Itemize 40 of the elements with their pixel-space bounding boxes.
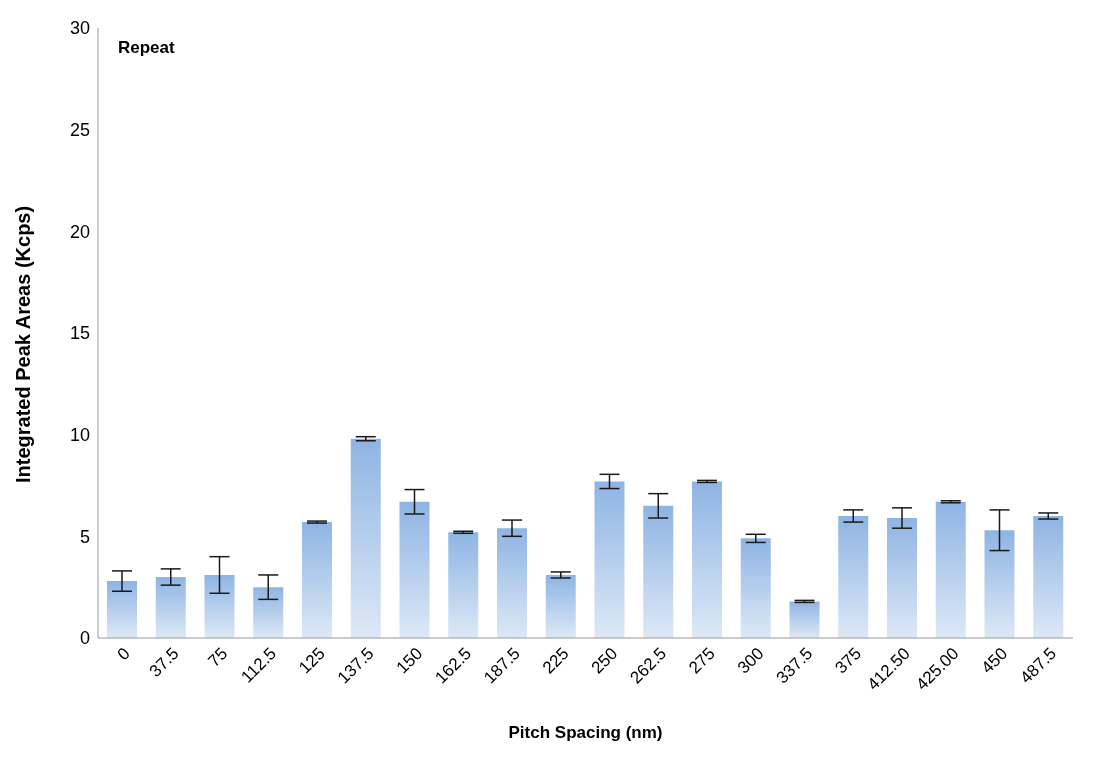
y-axis-title: Integrated Peak Areas (Kcps) (12, 205, 35, 483)
bar (350, 438, 381, 638)
bar (935, 501, 966, 638)
x-tick-label: 250 (587, 643, 622, 678)
x-tick-label: 275 (685, 643, 719, 678)
y-tick-label: 20 (69, 221, 90, 242)
bar (1033, 516, 1064, 638)
bar (789, 601, 820, 638)
x-tick-label: 225 (538, 643, 573, 678)
x-tick-label: 125 (295, 643, 329, 678)
annotation: Repeat (118, 38, 175, 58)
bar (594, 481, 625, 638)
bar (204, 574, 235, 638)
bar (692, 481, 722, 638)
x-tick-label: 150 (392, 643, 427, 678)
bar (984, 530, 1015, 638)
bar (399, 501, 430, 638)
y-tick-label: 25 (69, 120, 90, 141)
x-tick-label: 375 (831, 643, 865, 678)
bar (253, 587, 284, 638)
bar (302, 522, 332, 638)
y-tick-label: 30 (69, 18, 90, 39)
x-tick-label: 450 (977, 643, 1012, 678)
bar (155, 577, 186, 638)
bar (838, 516, 869, 638)
bar (107, 581, 137, 638)
x-tick-label: 75 (204, 643, 232, 671)
y-tick-label: 15 (69, 323, 90, 344)
x-tick-label: 0 (113, 643, 134, 665)
bar (448, 532, 479, 638)
bar (740, 538, 771, 638)
y-tick-label: 0 (79, 628, 90, 649)
x-tick-label: 300 (733, 643, 768, 678)
bar (545, 574, 576, 638)
bar (643, 505, 674, 638)
y-tick-label: 5 (79, 526, 90, 547)
bar (887, 518, 917, 638)
x-axis-title: Pitch Spacing (nm) (508, 723, 663, 742)
y-tick-label: 10 (69, 425, 90, 446)
bar (497, 528, 527, 638)
